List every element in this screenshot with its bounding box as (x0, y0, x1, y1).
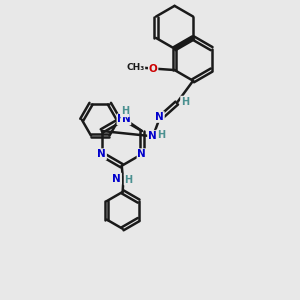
Text: N: N (122, 114, 130, 124)
Text: H: H (121, 106, 129, 116)
Text: H: H (181, 97, 189, 106)
Text: N: N (97, 149, 106, 159)
Text: CH₃: CH₃ (126, 63, 145, 72)
Text: N: N (155, 112, 164, 122)
Text: N: N (137, 149, 146, 159)
Text: O: O (149, 64, 158, 74)
Text: H: H (157, 130, 165, 140)
Text: N: N (148, 131, 157, 141)
Text: N: N (112, 173, 121, 184)
Text: N: N (117, 114, 126, 124)
Text: H: H (124, 175, 133, 185)
